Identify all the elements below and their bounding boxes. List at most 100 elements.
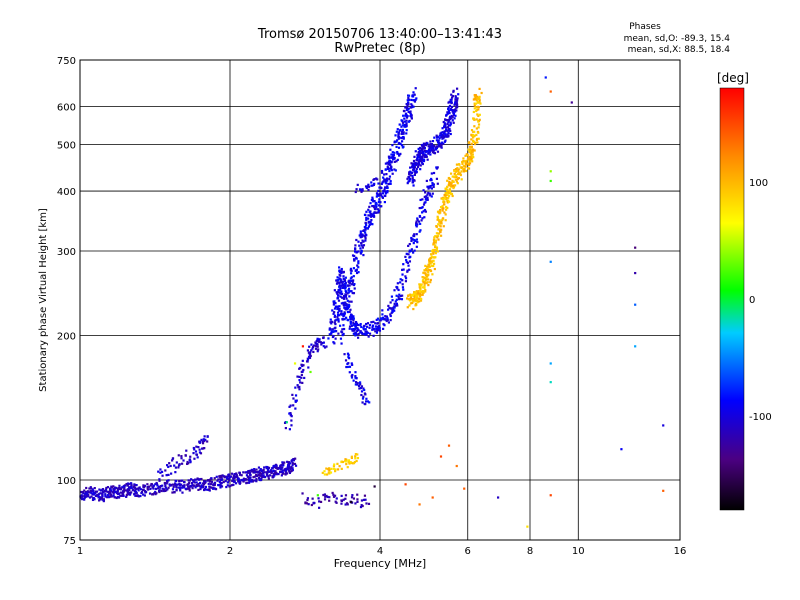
data-point	[323, 493, 326, 496]
data-point	[444, 213, 447, 216]
data-point	[250, 480, 253, 483]
data-point	[361, 189, 364, 192]
data-point	[265, 466, 269, 469]
data-point	[165, 474, 168, 477]
data-point	[423, 286, 426, 289]
data-point	[454, 167, 458, 171]
data-point	[419, 168, 422, 171]
data-point	[455, 175, 458, 179]
data-point	[449, 123, 452, 126]
data-point	[431, 192, 434, 195]
data-point	[414, 171, 417, 175]
data-point	[350, 374, 353, 378]
data-point	[188, 489, 191, 492]
data-point	[373, 207, 377, 211]
data-point	[420, 297, 423, 301]
data-point	[316, 494, 319, 497]
data-point	[352, 328, 355, 331]
data-point	[416, 241, 419, 244]
data-point	[292, 404, 295, 407]
data-point	[478, 95, 481, 98]
data-point	[342, 284, 345, 288]
data-point	[423, 195, 426, 198]
data-point	[180, 457, 183, 460]
phase-stats-o: mean, sd,O: -89.3, 15.4	[623, 34, 730, 44]
data-point	[122, 494, 125, 497]
data-point	[409, 166, 412, 169]
data-point	[314, 347, 318, 350]
data-point	[198, 451, 202, 454]
data-point	[458, 172, 462, 175]
data-point	[393, 289, 396, 292]
data-point	[456, 177, 459, 181]
data-point	[412, 184, 415, 187]
data-point	[420, 147, 423, 150]
data-point	[420, 156, 424, 159]
data-point	[389, 148, 392, 151]
data-point	[405, 124, 408, 128]
data-point	[473, 149, 476, 152]
data-point	[470, 158, 473, 161]
data-point	[432, 264, 435, 268]
data-point	[446, 190, 450, 193]
data-point	[473, 125, 476, 128]
data-point	[404, 255, 407, 258]
data-point	[186, 485, 190, 488]
data-point	[377, 209, 381, 212]
data-point	[369, 221, 372, 224]
data-point	[400, 137, 403, 140]
data-point	[123, 486, 126, 489]
data-point	[432, 146, 435, 150]
data-point	[273, 474, 276, 477]
data-point	[361, 246, 364, 249]
data-point	[109, 487, 112, 490]
data-point	[470, 133, 473, 136]
data-point	[266, 470, 269, 473]
data-point	[210, 480, 214, 483]
data-point	[473, 104, 476, 107]
data-point	[424, 288, 427, 292]
data-point	[475, 138, 478, 141]
data-point	[289, 404, 292, 407]
data-point	[419, 299, 423, 302]
data-point	[338, 288, 341, 291]
data-point	[253, 469, 256, 472]
data-point	[425, 179, 428, 183]
data-point	[294, 386, 297, 389]
data-point	[94, 494, 98, 498]
data-point	[456, 182, 459, 185]
data-point	[397, 135, 400, 138]
data-point	[348, 279, 351, 282]
data-point	[364, 498, 367, 501]
data-point	[201, 440, 204, 443]
data-point	[372, 204, 375, 208]
data-point	[325, 345, 328, 348]
data-point	[281, 462, 284, 466]
data-point	[396, 282, 399, 285]
data-point	[233, 477, 236, 480]
data-point	[246, 471, 249, 474]
data-point	[298, 388, 301, 391]
data-point	[427, 264, 430, 267]
data-point	[441, 136, 444, 140]
data-point	[219, 484, 222, 487]
data-point	[430, 187, 434, 190]
data-point	[417, 151, 420, 154]
data-point	[356, 500, 359, 504]
data-point	[344, 287, 347, 290]
data-point	[172, 485, 175, 489]
data-point	[90, 489, 93, 493]
data-point	[333, 311, 336, 314]
data-point	[375, 331, 379, 334]
data-point	[357, 260, 360, 263]
data-point	[301, 364, 304, 368]
data-point	[177, 466, 180, 469]
data-point	[395, 298, 398, 301]
data-point	[373, 182, 376, 185]
data-point	[447, 121, 450, 124]
data-point	[86, 492, 89, 496]
data-point	[351, 363, 354, 366]
data-point	[365, 322, 368, 326]
data-point	[242, 478, 245, 481]
data-point	[634, 271, 637, 275]
